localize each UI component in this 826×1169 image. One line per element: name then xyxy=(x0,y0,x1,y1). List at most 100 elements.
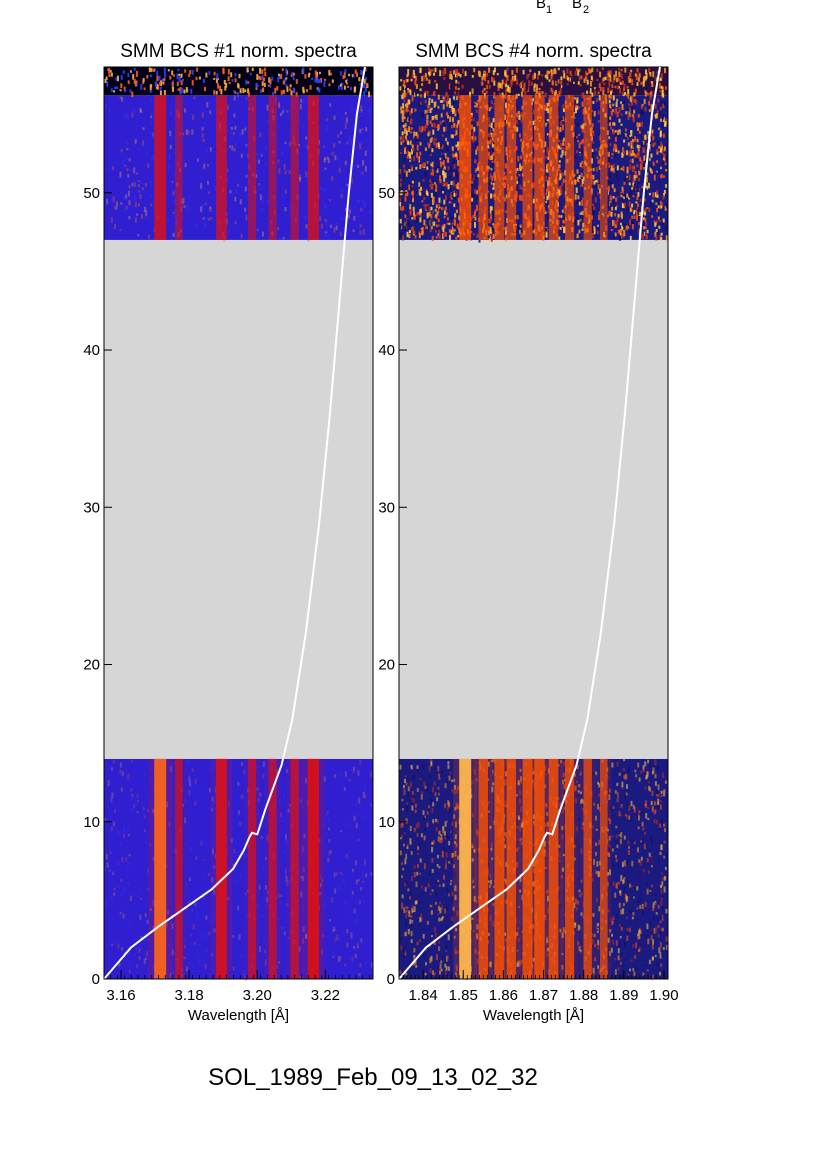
noise-pixel xyxy=(518,816,520,820)
noise-pixel xyxy=(593,180,596,185)
noise-pixel xyxy=(661,881,664,886)
noise-pixel xyxy=(370,803,373,807)
noise-pixel xyxy=(358,77,361,82)
noise-pixel xyxy=(446,148,449,151)
noise-pixel xyxy=(138,950,141,953)
noise-pixel xyxy=(521,80,524,83)
noise-pixel xyxy=(613,188,616,193)
noise-pixel xyxy=(320,915,323,920)
noise-pixel xyxy=(538,91,541,94)
noise-pixel xyxy=(651,129,654,134)
noise-pixel xyxy=(211,796,214,802)
noise-pixel xyxy=(311,77,314,80)
noise-pixel xyxy=(519,889,522,893)
noise-pixel xyxy=(625,111,628,115)
noise-pixel xyxy=(411,907,414,910)
noise-pixel xyxy=(318,71,321,75)
noise-pixel xyxy=(332,952,335,956)
noise-pixel xyxy=(613,957,616,961)
noise-pixel xyxy=(143,773,146,778)
noise-pixel xyxy=(422,933,425,939)
noise-pixel xyxy=(113,892,116,896)
noise-pixel xyxy=(631,82,634,86)
noise-pixel xyxy=(415,75,417,81)
noise-pixel xyxy=(615,201,618,206)
noise-pixel xyxy=(646,229,649,234)
noise-pixel xyxy=(538,70,541,76)
noise-pixel xyxy=(623,181,626,185)
noise-pixel xyxy=(471,917,474,920)
noise-pixel xyxy=(622,196,625,200)
noise-pixel xyxy=(645,149,648,156)
noise-pixel xyxy=(435,204,438,209)
noise-pixel xyxy=(234,91,237,94)
noise-pixel xyxy=(579,153,581,156)
noise-pixel xyxy=(559,87,562,94)
noise-pixel xyxy=(341,189,344,193)
noise-pixel xyxy=(591,227,594,233)
noise-pixel xyxy=(326,118,329,122)
noise-pixel xyxy=(545,232,548,238)
noise-pixel xyxy=(563,208,566,214)
noise-pixel xyxy=(595,815,597,821)
noise-pixel xyxy=(426,166,429,170)
panel-bcs4: SMM BCS #4 norm. spectra 1.84 1.85 1.86 1.8… xyxy=(378,41,678,1024)
noise-pixel xyxy=(449,74,452,79)
noise-pixel xyxy=(173,74,175,77)
noise-pixel xyxy=(434,199,437,202)
b2-label: B xyxy=(572,0,582,12)
noise-pixel xyxy=(662,160,665,166)
heatmap-band-upper xyxy=(104,95,373,240)
noise-pixel xyxy=(453,70,455,75)
noise-pixel xyxy=(663,146,666,151)
noise-pixel xyxy=(191,768,194,772)
noise-pixel xyxy=(278,961,281,964)
noise-pixel xyxy=(419,101,422,105)
noise-pixel xyxy=(538,68,541,72)
noise-pixel xyxy=(580,795,583,799)
noise-pixel xyxy=(140,190,143,193)
noise-pixel xyxy=(641,163,644,169)
noise-pixel xyxy=(532,120,535,125)
noise-pixel xyxy=(281,818,283,823)
noise-pixel xyxy=(562,853,565,857)
noise-pixel xyxy=(412,193,414,198)
noise-pixel xyxy=(597,184,600,190)
noise-pixel xyxy=(609,116,612,120)
noise-pixel xyxy=(642,147,645,153)
noise-pixel xyxy=(639,905,642,909)
noise-pixel xyxy=(472,770,475,777)
noise-pixel xyxy=(407,221,410,227)
noise-pixel xyxy=(284,868,287,875)
noise-pixel xyxy=(612,122,615,126)
noise-pixel xyxy=(622,223,625,228)
noise-pixel xyxy=(240,233,243,239)
noise-pixel xyxy=(471,174,474,179)
noise-pixel xyxy=(302,86,305,92)
noise-pixel xyxy=(579,949,582,953)
noise-pixel xyxy=(451,222,454,226)
emission-line-upper xyxy=(154,95,167,241)
noise-pixel xyxy=(406,843,409,847)
noise-pixel xyxy=(402,139,405,143)
noise-pixel xyxy=(589,88,592,94)
noise-pixel xyxy=(453,108,456,112)
noise-pixel xyxy=(580,848,583,854)
noise-pixel xyxy=(596,210,599,215)
noise-pixel xyxy=(441,151,444,157)
noise-pixel xyxy=(661,86,664,93)
noise-pixel xyxy=(220,89,223,95)
noise-pixel xyxy=(169,972,172,979)
noise-pixel xyxy=(577,140,580,143)
noise-pixel xyxy=(613,122,616,126)
noise-pixel xyxy=(470,793,473,799)
noise-pixel xyxy=(407,88,410,91)
noise-pixel xyxy=(607,186,610,192)
noise-pixel xyxy=(451,105,454,112)
noise-pixel xyxy=(515,93,518,99)
noise-pixel xyxy=(612,200,615,204)
noise-pixel xyxy=(473,67,476,73)
noise-pixel xyxy=(575,906,578,911)
noise-pixel xyxy=(636,187,639,191)
noise-pixel xyxy=(543,765,546,771)
